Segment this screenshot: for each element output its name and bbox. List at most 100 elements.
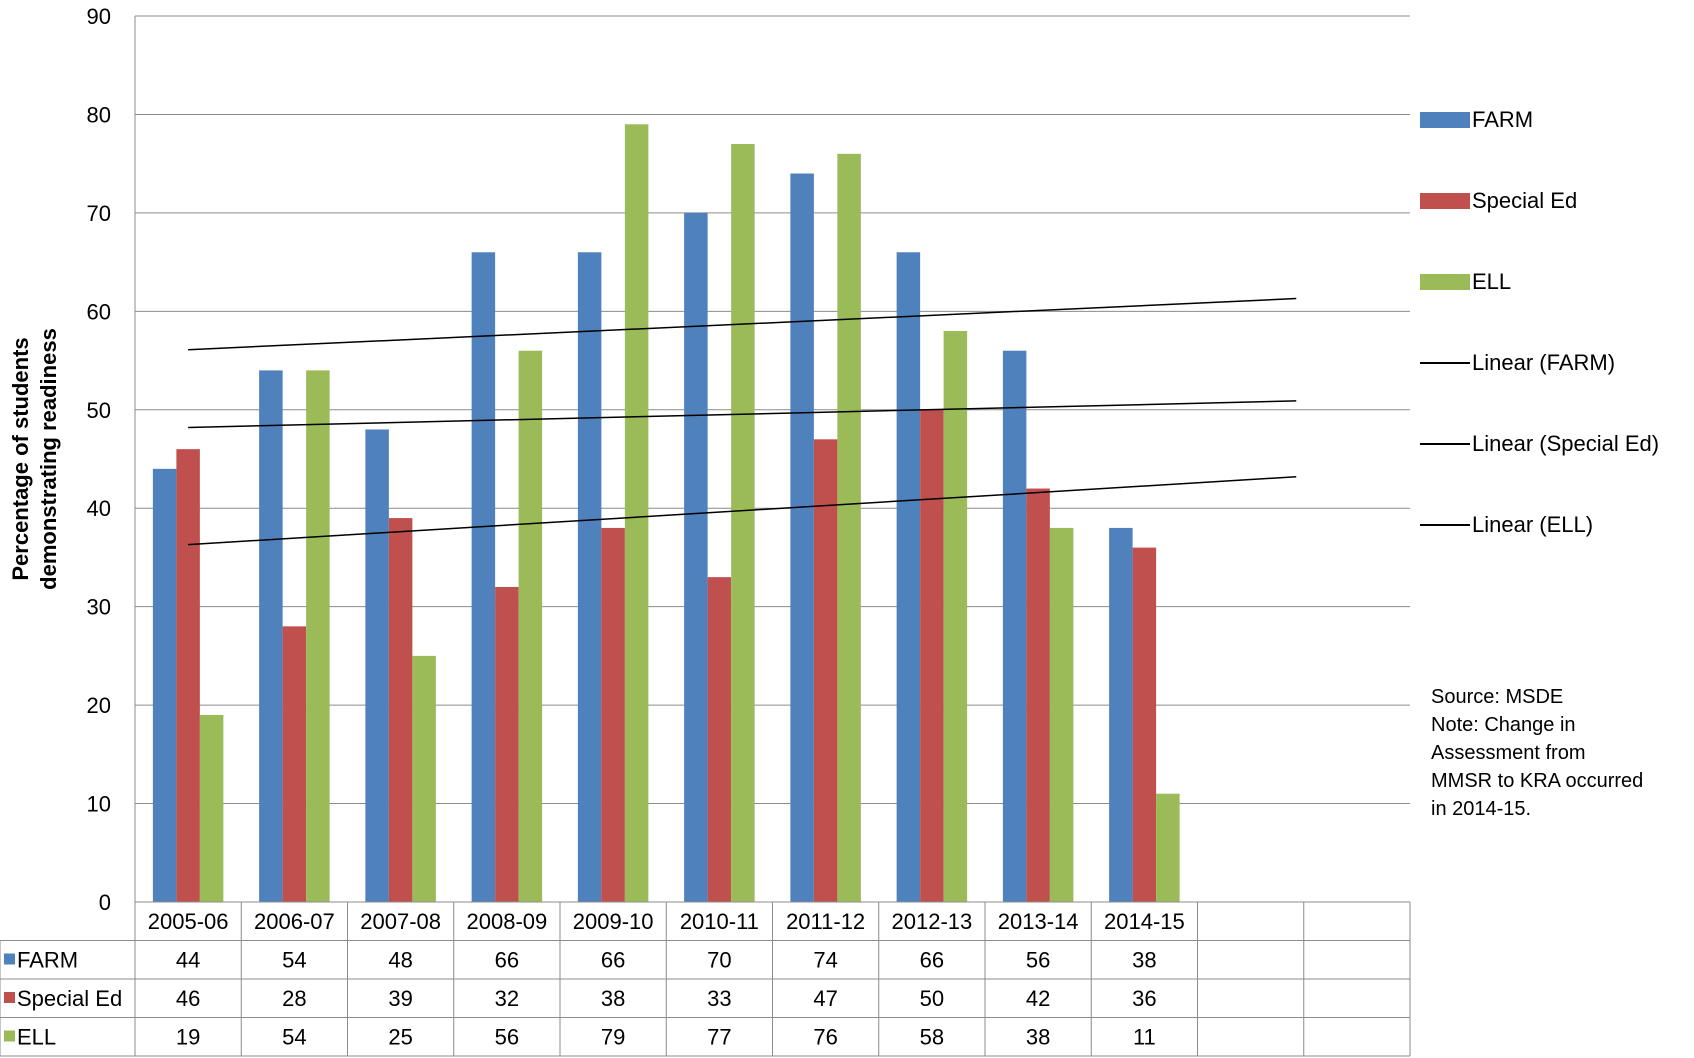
legend-line-linear-special-ed	[1420, 443, 1470, 445]
data-label-farm: 38	[1132, 948, 1156, 973]
note-line: in 2014-15.	[1431, 798, 1532, 820]
bar-special-ed	[707, 577, 732, 902]
bar-farm	[577, 252, 602, 902]
bar-ell	[943, 331, 968, 902]
y-axis-title: Percentage of students demonstrating read…	[8, 328, 61, 590]
table-legend-key-farm	[4, 953, 15, 965]
y-tick-label: 40	[87, 496, 111, 521]
y-tick-label: 80	[87, 102, 111, 127]
bar-special-ed	[601, 527, 625, 902]
bar-special-ed	[1026, 488, 1050, 902]
legend-label-linear-farm: Linear (FARM)	[1472, 350, 1616, 375]
x-tick-label: 2012-13	[892, 909, 973, 934]
trendline-linear-special-ed	[188, 400, 1297, 429]
data-label-farm: 66	[601, 948, 625, 973]
data-label-special-ed: 36	[1132, 986, 1156, 1011]
y-tick-label: 10	[87, 792, 111, 817]
bar-ell	[1156, 793, 1180, 902]
data-label-ell: 56	[495, 1025, 519, 1050]
bar-special-ed	[1132, 547, 1157, 902]
data-label-farm: 54	[282, 948, 306, 973]
data-label-special-ed: 47	[813, 986, 837, 1011]
data-label-special-ed: 28	[282, 986, 306, 1011]
data-label-ell: 38	[1026, 1025, 1050, 1050]
bar-farm	[152, 468, 177, 902]
bar-farm	[471, 252, 496, 902]
legend-swatch-ell	[1420, 274, 1470, 290]
bar-farm	[259, 370, 283, 902]
data-label-special-ed: 42	[1026, 986, 1050, 1011]
data-label-farm: 44	[176, 948, 200, 973]
data-label-special-ed: 32	[495, 986, 519, 1011]
x-tick-label: 2005-06	[148, 909, 229, 934]
legend-item-linear-special-ed: Linear (Special Ed)	[1420, 429, 1659, 459]
data-label-farm: 74	[813, 948, 837, 973]
x-tick-label: 2013-14	[998, 909, 1079, 934]
table-legend-key-ell	[4, 1030, 15, 1042]
data-label-ell: 77	[707, 1025, 731, 1050]
legend-label-linear-ell: Linear (ELL)	[1472, 512, 1594, 537]
bar-ell	[624, 124, 649, 903]
y-tick-label: 0	[99, 890, 111, 915]
note-line: Note: Change in	[1431, 714, 1576, 736]
y-tick-label: 50	[87, 398, 111, 423]
bar-ell	[412, 655, 436, 902]
data-label-farm: 66	[920, 948, 944, 973]
data-label-farm: 70	[707, 948, 731, 973]
legend-item-linear-farm: Linear (FARM)	[1420, 348, 1615, 378]
bar-special-ed	[920, 409, 944, 902]
data-label-ell: 54	[282, 1025, 306, 1050]
legend-item-linear-ell: Linear (ELL)	[1420, 510, 1593, 540]
data-label-special-ed: 38	[601, 986, 625, 1011]
table-row-label-special-ed: Special Ed	[17, 986, 122, 1011]
y-tick-label: 70	[87, 201, 111, 226]
trendline-linear-ell	[188, 475, 1297, 546]
legend-label-farm: FARM	[1472, 107, 1534, 132]
x-tick-label: 2009-10	[573, 909, 654, 934]
bar-special-ed	[495, 586, 519, 902]
legend-label-special-ed: Special Ed	[1472, 188, 1578, 213]
data-label-special-ed: 33	[707, 986, 731, 1011]
data-label-special-ed: 50	[920, 986, 944, 1011]
bar-farm	[1002, 350, 1027, 902]
data-label-special-ed: 39	[388, 986, 412, 1011]
y-axis-title-line: demonstrating readiness	[36, 328, 61, 590]
data-label-ell: 19	[176, 1025, 200, 1050]
bar-farm	[365, 429, 389, 902]
bar-ell	[731, 143, 755, 902]
bar-farm	[1109, 527, 1133, 902]
bar-special-ed	[282, 626, 307, 902]
y-tick-label: 90	[87, 4, 111, 29]
legend-swatch-special-ed	[1420, 193, 1470, 209]
bar-special-ed	[813, 439, 838, 902]
legend-item-farm: FARM	[1420, 105, 1533, 135]
data-label-ell: 58	[920, 1025, 944, 1050]
x-tick-label: 2014-15	[1104, 909, 1185, 934]
data-label-farm: 66	[495, 948, 519, 973]
bar-ell	[518, 350, 543, 902]
bar-ell	[837, 153, 861, 903]
x-tick-label: 2011-12	[786, 909, 865, 934]
bar-farm	[790, 173, 814, 902]
x-tick-label: 2006-07	[254, 909, 335, 934]
legend-item-ell: ELL	[1420, 267, 1511, 297]
note-line: Assessment from	[1431, 742, 1586, 764]
y-tick-label: 20	[87, 693, 111, 718]
legend-line-linear-ell	[1420, 524, 1470, 526]
data-label-ell: 11	[1133, 1025, 1156, 1050]
bar-special-ed	[176, 449, 200, 902]
x-tick-label: 2010-11	[680, 909, 759, 934]
legend-label-ell: ELL	[1472, 269, 1512, 294]
data-label-ell: 79	[601, 1025, 625, 1050]
legend-label-linear-special-ed: Linear (Special Ed)	[1472, 431, 1660, 456]
table-row-label-ell: ELL	[17, 1025, 56, 1050]
note-line: Source: MSDE	[1431, 686, 1564, 708]
trendline-linear-farm	[188, 297, 1297, 351]
bar-ell	[306, 370, 330, 902]
bar-ell	[1049, 527, 1074, 902]
note-line: MMSR to KRA occurred	[1431, 770, 1644, 792]
data-label-ell: 76	[813, 1025, 837, 1050]
data-label-special-ed: 46	[176, 986, 200, 1011]
